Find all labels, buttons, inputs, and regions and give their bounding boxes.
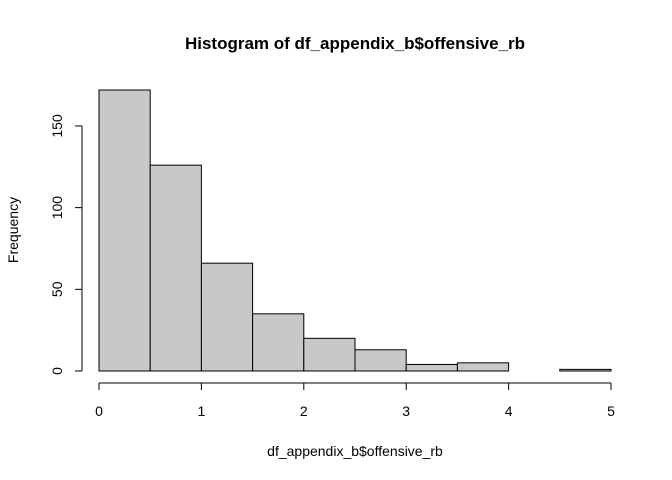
bars-group (98, 89, 612, 372)
y-tick-label: 50 (49, 281, 65, 297)
bar-3 (252, 313, 305, 372)
x-axis-title: df_appendix_b$offensive_rb (267, 443, 443, 459)
bar-5 (354, 349, 407, 372)
y-axis-title: Frequency (5, 197, 21, 263)
bar-2 (200, 262, 254, 372)
x-tick-label: 4 (505, 403, 513, 419)
x-tick-label: 1 (198, 403, 206, 419)
x-tick-label: 2 (300, 403, 308, 419)
bar-9 (559, 368, 612, 372)
bar-0 (98, 89, 151, 372)
y-tick-label: 150 (49, 114, 65, 138)
bar-6 (405, 363, 458, 372)
bar-4 (303, 337, 356, 372)
y-tick-label: 100 (49, 196, 65, 220)
x-tick-label: 0 (95, 403, 103, 419)
x-axis: 0 1 2 3 4 5 (95, 382, 615, 419)
bar-7 (456, 362, 510, 372)
y-tick-label: 0 (49, 367, 65, 375)
y-axis: 0 50 100 150 (49, 114, 83, 375)
x-tick-label: 3 (402, 403, 410, 419)
chart-title: Histogram of df_appendix_b$offensive_rb (185, 34, 525, 53)
x-tick-label: 5 (607, 403, 615, 419)
bar-1 (149, 164, 202, 372)
